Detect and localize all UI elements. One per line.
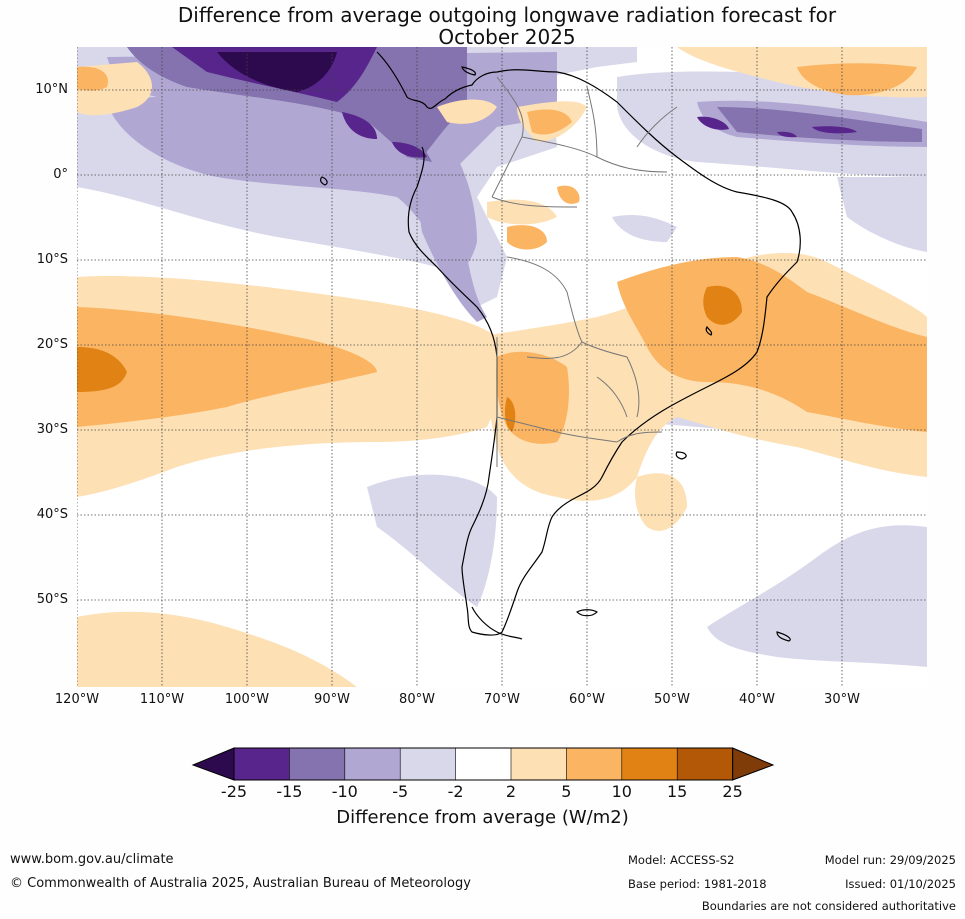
colorbar-label: -25 (220, 782, 248, 801)
colorbar-segment (344, 748, 401, 780)
colorbar-label: 10 (611, 782, 632, 801)
lat-label-0: 0° (53, 167, 68, 182)
colorbar-segment (234, 748, 290, 780)
map-panel (77, 47, 927, 687)
colorbar-label: 15 (667, 782, 688, 801)
colorbar-frame (233, 747, 734, 781)
colorbar-label: -10 (331, 782, 358, 801)
title-line-2: October 2025 (438, 25, 576, 49)
colorbar-label: -5 (392, 782, 409, 801)
lat-label-30s: 30°S (36, 422, 68, 437)
footer-website[interactable]: www.bom.gov.au/climate (10, 852, 174, 867)
lon-label-100w: 100°W (224, 692, 270, 707)
lon-label-90w: 90°W (314, 692, 350, 707)
lon-label-30w: 30°W (824, 692, 860, 707)
country-boundaries (491, 76, 678, 467)
footer-base-period: Base period: 1981-2018 (628, 877, 767, 891)
footer-disclaimer: Boundaries are not considered authoritat… (701, 899, 956, 913)
lat-label-10s: 10°S (36, 252, 68, 267)
colorbar-extend-high (732, 747, 775, 781)
colorbar-label: -15 (276, 782, 303, 801)
lat-label-50s: 50°S (36, 592, 68, 607)
colorbar-dividers (289, 748, 678, 780)
colorbar-label: -2 (447, 782, 464, 801)
footer-model: Model: ACCESS-S2 (628, 853, 735, 867)
colorbar-title: Difference from average (W/m2) (336, 807, 629, 828)
colorbar-label: 5 (561, 782, 572, 801)
lon-label-60w: 60°W (569, 692, 605, 707)
title-line-1: Difference from average outgoing longwav… (177, 3, 837, 27)
colorbar-label: 2 (505, 782, 517, 801)
lon-label-80w: 80°W (399, 692, 435, 707)
colorbar-segment (289, 748, 345, 780)
lon-label-120w: 120°W (54, 692, 100, 707)
graticule-lines (77, 47, 927, 687)
colorbar-segment (455, 748, 511, 780)
colorbar-segment (621, 748, 678, 780)
colorbar-segment (400, 748, 456, 780)
colorbar-segment (566, 748, 622, 780)
footer-copyright: © Commonwealth of Australia 2025, Austra… (10, 876, 471, 891)
colorbar-segment (677, 748, 733, 780)
lon-label-40w: 40°W (739, 692, 775, 707)
lat-label-40s: 40°S (36, 507, 68, 522)
lat-label-20s: 20°S (36, 337, 68, 352)
lat-label-10n: 10°N (35, 82, 68, 97)
lon-label-70w: 70°W (484, 692, 520, 707)
chart-title: Difference from average outgoing longwav… (0, 4, 965, 48)
footer-issued: Issued: 01/10/2025 (845, 877, 956, 891)
colorbar-label: 25 (722, 782, 743, 801)
lon-label-50w: 50°W (654, 692, 690, 707)
footer-model-run: Model run: 29/09/2025 (824, 853, 956, 867)
colorbar-segment (511, 748, 567, 780)
lon-label-110w: 110°W (139, 692, 185, 707)
colorbar (191, 747, 775, 781)
colorbar-extend-low (191, 747, 235, 781)
